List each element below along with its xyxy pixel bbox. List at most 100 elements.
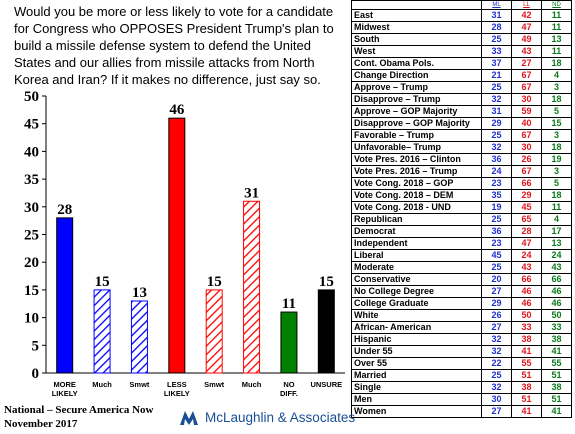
y-tick-label: 10 xyxy=(24,311,39,327)
ll-value: 55 xyxy=(511,357,542,370)
table-row: Moderate 25 43 43 xyxy=(351,261,572,274)
ll-value: 67 xyxy=(511,165,542,178)
value-labels: 28 15 13 46 15 31 11 15 xyxy=(57,102,334,312)
category-label: Smwt xyxy=(129,380,150,389)
table-row: Republican 25 65 4 xyxy=(351,213,572,226)
nd-value: 15 xyxy=(541,117,572,130)
bar xyxy=(56,217,74,374)
category-label: DIFF. xyxy=(280,389,298,398)
nd-value: 3 xyxy=(541,165,572,178)
nd-value: 13 xyxy=(541,237,572,250)
nd-value: 41 xyxy=(541,345,572,358)
row-label: Over 55 xyxy=(351,357,482,370)
data-label: 31 xyxy=(244,185,259,201)
ml-value: 23 xyxy=(481,237,512,250)
nd-value: 11 xyxy=(541,9,572,22)
table-row: No College Degree 27 46 46 xyxy=(351,285,572,298)
ml-value: 30 xyxy=(481,393,512,406)
ll-value: 47 xyxy=(511,21,542,34)
category-label: LIKELY xyxy=(164,389,190,398)
nd-value: 5 xyxy=(541,177,572,190)
ll-value: 38 xyxy=(511,333,542,346)
header-blank xyxy=(351,0,482,10)
table-row: Conservative 20 66 66 xyxy=(351,273,572,286)
ml-value: 27 xyxy=(481,405,512,418)
table-row: East 31 42 11 xyxy=(351,9,572,22)
ml-value: 36 xyxy=(481,225,512,238)
ml-value: 36 xyxy=(481,153,512,166)
bar xyxy=(205,289,223,374)
bars xyxy=(56,117,335,374)
y-tick-label: 50 xyxy=(24,89,39,105)
row-label: West xyxy=(351,45,482,58)
table-row: West 33 43 11 xyxy=(351,45,572,58)
row-label: White xyxy=(351,309,482,322)
nd-value: 38 xyxy=(541,333,572,346)
table-row: Midwest 28 47 11 xyxy=(351,21,572,34)
ml-value: 29 xyxy=(481,117,512,130)
header-ml: ML xyxy=(481,0,512,10)
row-label: Vote Cong. 2018 – GOP xyxy=(351,177,482,190)
category-label: NO xyxy=(283,380,294,389)
bar xyxy=(168,117,186,374)
nd-value: 18 xyxy=(541,57,572,70)
ml-value: 37 xyxy=(481,57,512,70)
nd-value: 18 xyxy=(541,93,572,106)
ml-value: 31 xyxy=(481,9,512,22)
ml-value: 45 xyxy=(481,249,512,262)
table-row: Over 55 22 55 55 xyxy=(351,357,572,370)
ml-value: 25 xyxy=(481,129,512,142)
nd-value: 66 xyxy=(541,273,572,286)
ml-value: 35 xyxy=(481,189,512,202)
row-label: Hispanic xyxy=(351,333,482,346)
nd-value: 4 xyxy=(541,69,572,82)
table-row: Independent 23 47 13 xyxy=(351,237,572,250)
row-label: Married xyxy=(351,369,482,382)
ll-value: 29 xyxy=(511,189,542,202)
nd-value: 46 xyxy=(541,285,572,298)
ll-value: 50 xyxy=(511,309,542,322)
table-row: Married 25 51 51 xyxy=(351,369,572,382)
ma-logo-icon xyxy=(180,411,198,425)
row-label: Change Direction xyxy=(351,69,482,82)
data-label: 15 xyxy=(95,274,110,290)
nd-value: 13 xyxy=(541,33,572,46)
ll-value: 41 xyxy=(511,405,542,418)
ll-value: 67 xyxy=(511,129,542,142)
table-row: Vote Cong. 2018 – GOP 23 66 5 xyxy=(351,177,572,190)
ml-value: 28 xyxy=(481,21,512,34)
row-label: Men xyxy=(351,393,482,406)
ll-value: 46 xyxy=(511,285,542,298)
nd-value: 51 xyxy=(541,369,572,382)
y-tick-label: 35 xyxy=(24,172,39,188)
ll-value: 51 xyxy=(511,369,542,382)
row-label: African- American xyxy=(351,321,482,334)
table-row: African- American 27 33 33 xyxy=(351,321,572,334)
ml-value: 32 xyxy=(481,381,512,394)
crosstab-panel: ML LL ND East 31 42 11 Midwest 28 47 11 South 25 4… xyxy=(351,0,575,418)
ml-value: 31 xyxy=(481,105,512,118)
table-row: Vote Pres. 2016 – Clinton 36 26 19 xyxy=(351,153,572,166)
ll-value: 40 xyxy=(511,117,542,130)
table-header-row: ML LL ND xyxy=(351,0,572,10)
ll-value: 38 xyxy=(511,381,542,394)
row-label: Favorable – Trump xyxy=(351,129,482,142)
nd-value: 4 xyxy=(541,213,572,226)
ll-value: 46 xyxy=(511,297,542,310)
ml-value: 32 xyxy=(481,141,512,154)
y-tick-label: 0 xyxy=(32,366,40,382)
nd-value: 55 xyxy=(541,357,572,370)
category-label: LESS xyxy=(167,380,187,389)
ll-value: 28 xyxy=(511,225,542,238)
ll-value: 30 xyxy=(511,141,542,154)
row-label: Unfavorable– Trump xyxy=(351,141,482,154)
header-ll: LL xyxy=(511,0,542,10)
ml-value: 29 xyxy=(481,297,512,310)
y-tick-label: 45 xyxy=(24,117,39,133)
ll-value: 45 xyxy=(511,201,542,214)
table-row: Vote Pres. 2016 – Trump 24 67 3 xyxy=(351,165,572,178)
ml-value: 25 xyxy=(481,261,512,274)
row-label: Approve – GOP Majority xyxy=(351,105,482,118)
table-row: Women 27 41 41 xyxy=(351,405,572,418)
